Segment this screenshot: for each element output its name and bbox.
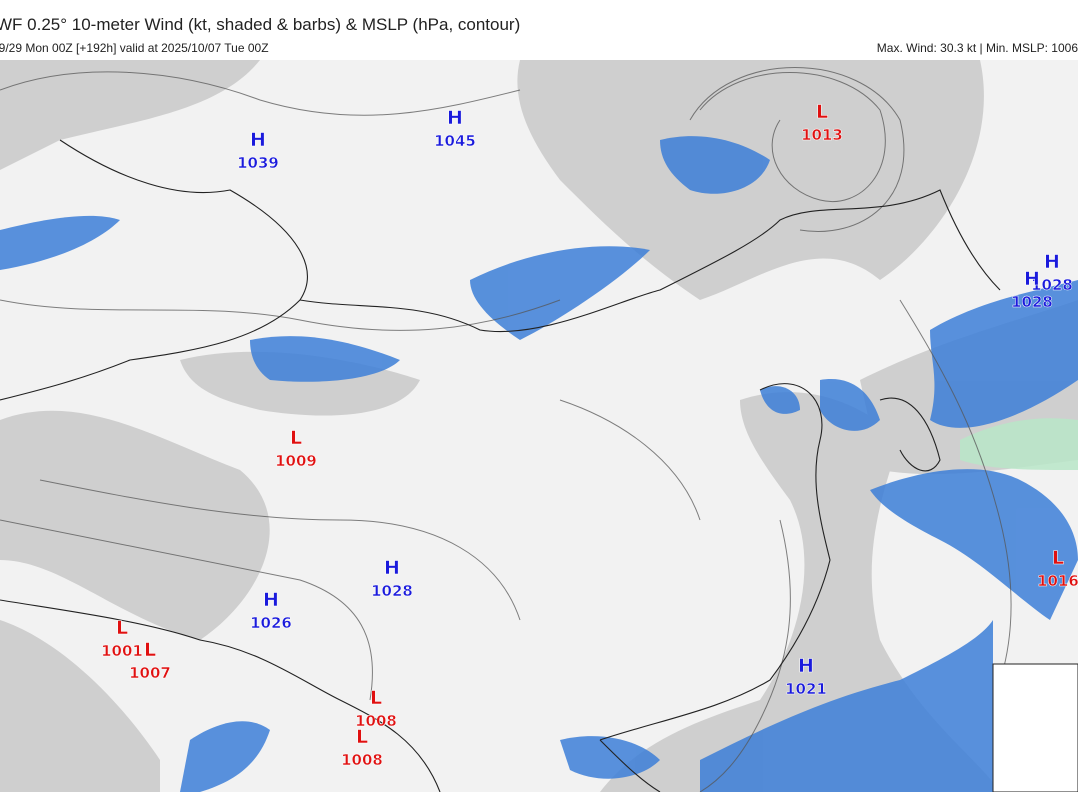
borders [0, 139, 1001, 792]
map-area [0, 60, 1078, 792]
center-pressure: 1026 [250, 614, 292, 632]
pressure-centers: H1039H1045L1013H1028H1028L1009H1028H1026… [101, 101, 1078, 770]
center-symbol: L [116, 617, 128, 639]
center-pressure: 1008 [355, 712, 397, 730]
center-symbol: H [447, 107, 463, 129]
center-symbol: L [356, 726, 368, 748]
inset-map [992, 663, 1078, 792]
center-pressure: 1028 [1011, 293, 1053, 311]
center-pressure: 1028 [1031, 276, 1073, 294]
center-pressure: 1007 [129, 664, 171, 682]
center-pressure: 1021 [785, 680, 827, 698]
center-symbol: H [798, 655, 814, 677]
wind-shading-green [960, 418, 1078, 470]
center-pressure: 1013 [801, 126, 843, 144]
center-pressure: 1039 [237, 154, 279, 172]
center-pressure: 1028 [371, 582, 413, 600]
center-pressure: 1009 [275, 452, 317, 470]
center-pressure: 1016 [1037, 572, 1078, 590]
center-symbol: L [816, 101, 828, 123]
center-symbol: H [384, 557, 400, 579]
stats: Max. Wind: 30.3 kt | Min. MSLP: 1006 [877, 41, 1078, 55]
center-symbol: H [263, 589, 279, 611]
center-symbol: L [144, 639, 156, 661]
subtitle: 09/29 Mon 00Z [+192h] valid at 2025/10/0… [0, 41, 269, 55]
center-symbol: H [250, 129, 266, 151]
center-pressure: 1001 [101, 642, 143, 660]
center-pressure: 1045 [434, 132, 476, 150]
wind-shading-blue [0, 136, 1078, 792]
title: WF 0.25° 10-meter Wind (kt, shaded & bar… [0, 15, 520, 34]
center-pressure: 1008 [341, 751, 383, 769]
contours [0, 67, 1012, 792]
center-symbol: L [1052, 547, 1064, 569]
center-symbol: H [1044, 251, 1060, 273]
center-symbol: L [290, 427, 302, 449]
center-symbol: L [370, 687, 382, 709]
center-symbol: H [1024, 268, 1040, 290]
